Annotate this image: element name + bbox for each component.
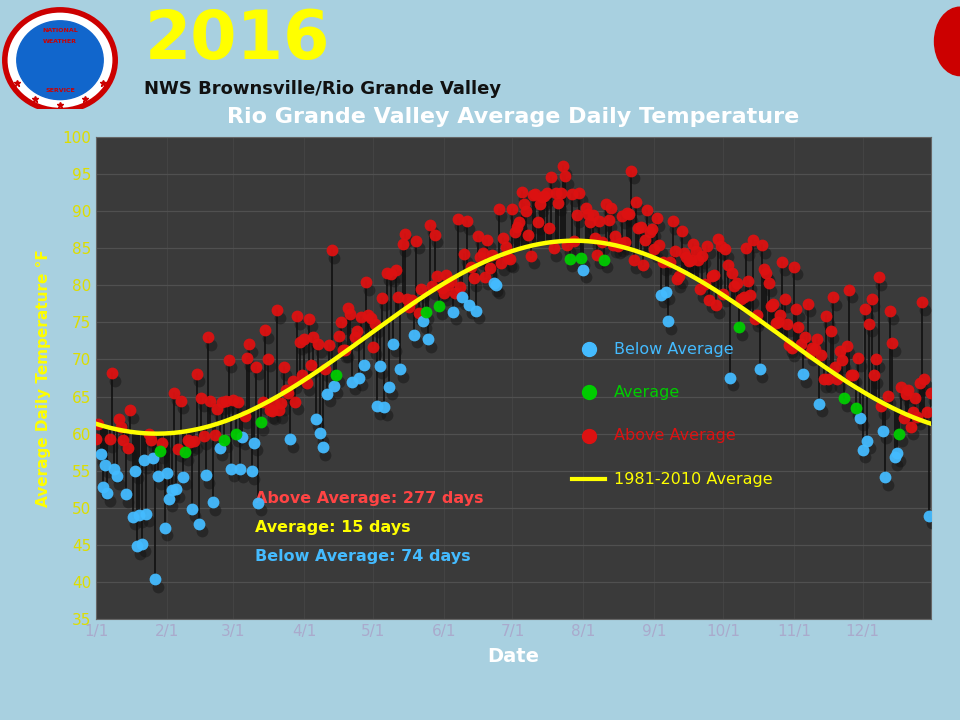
- Text: NATIONAL: NATIONAL: [42, 28, 78, 33]
- Text: NWS Brownsville/Rio Grande Valley: NWS Brownsville/Rio Grande Valley: [144, 80, 501, 98]
- X-axis label: Date: Date: [488, 647, 540, 667]
- Text: SERVICE: SERVICE: [45, 89, 75, 94]
- Circle shape: [5, 10, 115, 111]
- Text: Below Average: Below Average: [613, 341, 733, 356]
- Text: Above Average: 277 days: Above Average: 277 days: [254, 492, 483, 506]
- Text: Average: Average: [613, 385, 680, 400]
- Text: 2016: 2016: [144, 7, 330, 73]
- Text: 1981-2010 Average: 1981-2010 Average: [613, 472, 773, 487]
- Text: Average: 15 days: Average: 15 days: [254, 521, 410, 536]
- Title: Rio Grande Valley Average Daily Temperature: Rio Grande Valley Average Daily Temperat…: [228, 107, 800, 127]
- Text: Above Average: Above Average: [613, 428, 735, 444]
- Text: WEATHER: WEATHER: [43, 39, 77, 44]
- Y-axis label: Average Daily Temperature °F: Average Daily Temperature °F: [36, 249, 51, 507]
- Ellipse shape: [934, 7, 960, 76]
- Circle shape: [17, 21, 103, 99]
- Text: Below Average: 74 days: Below Average: 74 days: [254, 549, 470, 564]
